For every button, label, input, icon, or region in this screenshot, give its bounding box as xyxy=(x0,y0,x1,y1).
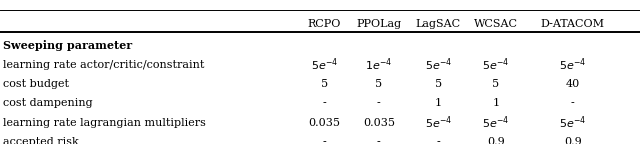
Text: $5e^{-4}$: $5e^{-4}$ xyxy=(483,56,509,73)
Text: Sweeping parameter: Sweeping parameter xyxy=(3,40,132,51)
Text: 0.9: 0.9 xyxy=(564,137,582,144)
Text: 5: 5 xyxy=(375,79,383,89)
Text: 5: 5 xyxy=(321,79,328,89)
Text: cost budget: cost budget xyxy=(3,79,69,89)
Text: $5e^{-4}$: $5e^{-4}$ xyxy=(559,114,586,131)
Text: WCSAC: WCSAC xyxy=(474,19,518,29)
Text: 0.035: 0.035 xyxy=(363,118,395,128)
Text: 1: 1 xyxy=(492,98,500,108)
Text: -: - xyxy=(436,137,440,144)
Text: learning rate lagrangian multipliers: learning rate lagrangian multipliers xyxy=(3,118,206,128)
Text: -: - xyxy=(377,98,381,108)
Text: -: - xyxy=(323,98,326,108)
Text: RCPO: RCPO xyxy=(308,19,341,29)
Text: $5e^{-4}$: $5e^{-4}$ xyxy=(559,56,586,73)
Text: -: - xyxy=(323,137,326,144)
Text: $5e^{-4}$: $5e^{-4}$ xyxy=(311,56,338,73)
Text: accepted risk: accepted risk xyxy=(3,137,79,144)
Text: 0.9: 0.9 xyxy=(487,137,505,144)
Text: 0.035: 0.035 xyxy=(308,118,340,128)
Text: PPOLag: PPOLag xyxy=(356,19,401,29)
Text: -: - xyxy=(377,137,381,144)
Text: 40: 40 xyxy=(566,79,580,89)
Text: $5e^{-4}$: $5e^{-4}$ xyxy=(425,114,452,131)
Text: learning rate actor/critic/constraint: learning rate actor/critic/constraint xyxy=(3,59,205,70)
Text: cost dampening: cost dampening xyxy=(3,98,93,108)
Text: -: - xyxy=(571,98,575,108)
Text: $5e^{-4}$: $5e^{-4}$ xyxy=(483,114,509,131)
Text: D-ATACOM: D-ATACOM xyxy=(541,19,605,29)
Text: $5e^{-4}$: $5e^{-4}$ xyxy=(425,56,452,73)
Text: $1e^{-4}$: $1e^{-4}$ xyxy=(365,56,392,73)
Text: LagSAC: LagSAC xyxy=(416,19,461,29)
Text: 1: 1 xyxy=(435,98,442,108)
Text: 5: 5 xyxy=(492,79,500,89)
Text: 5: 5 xyxy=(435,79,442,89)
